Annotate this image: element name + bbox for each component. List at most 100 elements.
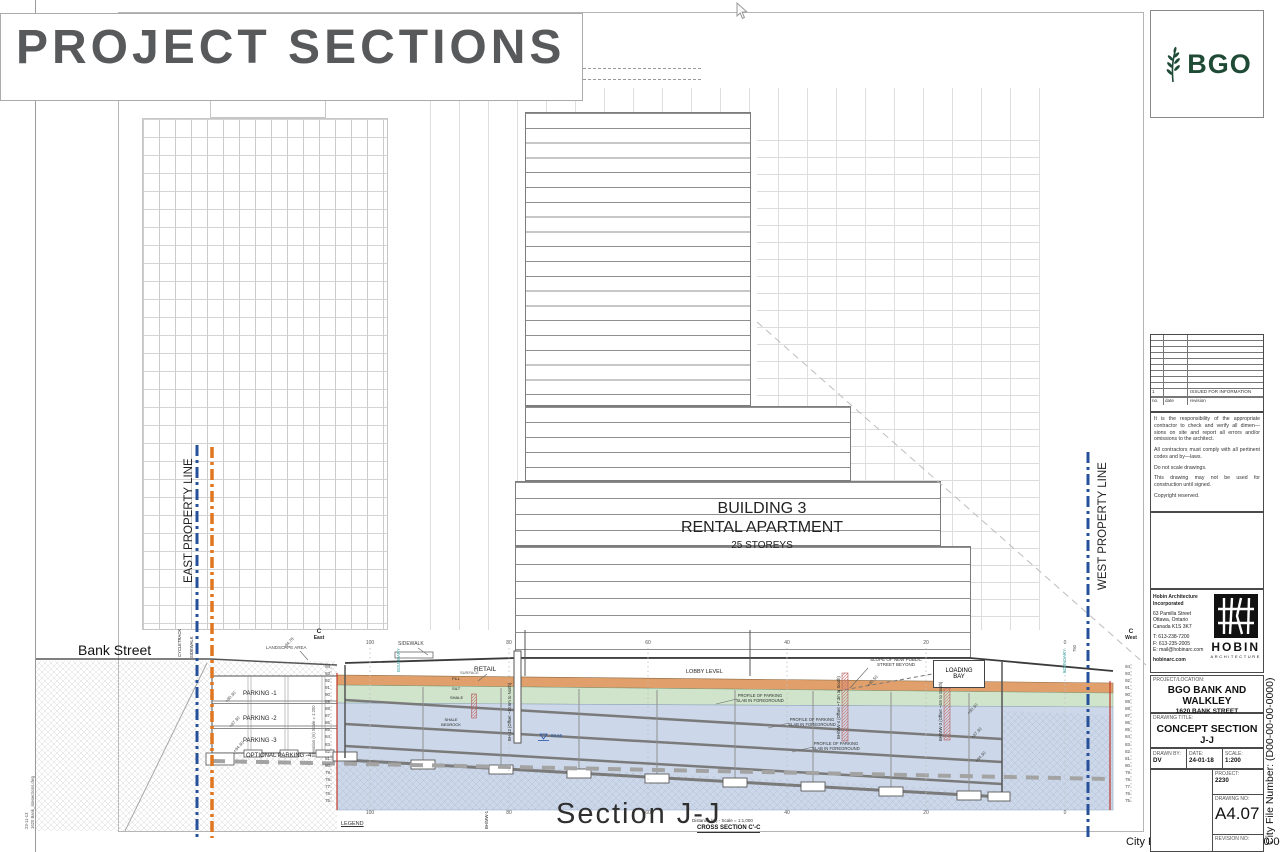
elevation-tick-label: 86 [1125,720,1130,726]
revision-empty-row [1151,371,1263,377]
profile-note-line1: PROFILE OF PARKING [813,741,859,746]
note-paragraph: All contractors must comply with all per… [1154,447,1260,460]
optional-parking-label: OPTIONAL PARKING -4 [246,753,312,759]
building3-use: RENTAL APARTMENT [680,518,844,536]
elevation-tick-label: 78 [1125,776,1130,782]
building3-tower [525,112,751,406]
drawing-number-cell: DRAWING NO: A4.07 [1213,795,1263,835]
building-grade-line [344,657,1114,672]
loading-bay-label-2: BAY [953,674,965,680]
parking-level-1-label: PARKING -1 [243,691,277,697]
grid-marker-letter: C [316,628,322,635]
project-name: BGO BANK AND WALKLEY [1167,685,1247,707]
landscape-area-label: LANDSCAPE AREA [266,645,307,650]
elevation-tick-label: 77 [1125,783,1130,789]
parking-level-2-label: PARKING -2 [243,716,277,722]
revision-row-1: 1 ISSUED FOR INFORMATION [1151,389,1263,397]
project-location-box: PROJECT/LOCATION: BGO BANK AND WALKLEY 1… [1150,675,1264,715]
east-property-line-label: EAST PROPERTY LINE [183,458,195,583]
elevation-tick-label: 84 [1125,734,1130,740]
lobby-level-label: LOBBY LEVEL [686,669,723,675]
elevation-tick-label: 86 [325,720,330,726]
elevation-tick-label: 83 [1125,741,1130,747]
scale-label: SCALE: [1225,751,1243,757]
soil-bedrock-line2: BEDROCK [441,721,461,727]
project-number-value: 2230 [1215,777,1229,784]
profile-slab-note-3: PROFILE OF PARKING SLAB IN FOREGROUND [798,741,874,752]
angular-plane-dashed [756,321,1147,666]
project-location-label: PROJECT/LOCATION: [1153,677,1205,683]
revision-date [1164,389,1188,396]
elevation-tick-label: 89 [1125,699,1130,705]
elevation-tick-label: 90 [1125,692,1130,698]
leader-lines [299,647,869,753]
profile-note-line1: PROFILE OF PARKING [737,693,783,698]
distance-tick-label: 100 [365,640,375,646]
surface-label-left: SURFACE [460,670,479,675]
distance-axis-label: Distance (m) - Scale = 1:1,000 [692,818,753,823]
revision-table: 1 ISSUED FOR INFORMATION no. date revisi… [1150,334,1264,412]
grid-marker-letter: C [1128,628,1134,635]
building3-base [515,546,971,658]
elevation-tick-label: 82 [1125,748,1130,754]
distance-tick-label: 40 [784,640,790,646]
drawing-title-box: DRAWING TITLE: CONCEPT SECTION J-J [1150,713,1264,748]
building3-label: BUILDING 3 RENTAL APARTMENT 25 STOREYS [637,500,887,552]
drawn-by-cell: DRAWN BY: DV [1151,749,1187,768]
grid-marker-east: C East [306,628,332,642]
elevation-tick-label: 93 [1125,671,1130,677]
sidewalk-label: SIDEWALK [398,641,424,647]
revision-description: ISSUED FOR INFORMATION [1190,389,1252,394]
hobin-logo-block: HOBIN ARCHITECTURE [1210,594,1261,668]
loading-bay-label-1: LOADING [945,668,973,674]
building3-podium-mid [515,481,941,546]
general-notes: It is the responsibility of the appropri… [1150,412,1264,512]
profile-note-line1: PROFILE OF PARKING [789,717,835,722]
soil-shale-label: SHALE [450,695,464,700]
hobin-logo-subtext: ARCHITECTURE [1210,654,1261,659]
architect-address-line: 63 Pamilla Street [1153,610,1192,617]
revision-number-label: REVISION NO: [1215,836,1250,842]
seal-box [1150,512,1264,589]
city-file-number-vertical: City File Number: (D00-00-00-0000) [1264,677,1276,845]
revision-empty-row [1151,377,1263,383]
distance-tick-label: 60 [645,810,651,816]
project-number-cell: PROJECT: 2230 [1213,770,1263,795]
soil-layers [336,674,1114,811]
note-paragraph: Do not scale drawings. [1154,464,1207,471]
drawing-title-label: DRAWING TITLE: [1153,715,1194,721]
revision-date-header: date [1164,398,1188,405]
elevation-tick-label: 94 [1125,664,1130,669]
boundary-label-west: BOUNDARY [1062,649,1067,673]
borehole-bh12-label: BH-12 (Offset ~10.6m to North) [507,682,512,741]
retail-label: RETAIL [474,666,497,673]
boundary-label-east: BOUNDARY [396,648,401,672]
elevation-tick-label: 79 [325,769,330,775]
elevation-tick-label: 80 [1125,762,1130,768]
elevation-tick-label: 87 [1125,713,1130,719]
architect-info: Hobin Architecture Incorporated 63 Pamil… [1153,594,1210,668]
distance-tick-label: 20 [923,810,929,816]
section-cut-red-lines [336,673,1111,810]
building3-podium-upper [525,406,851,481]
slope-street-note: SLOPE OF NEW PUBLIC STREET BEYOND [852,657,940,668]
soil-bedrock-label: SHALE BEDROCK [436,717,466,727]
parking-level-3-label: PARKING -3 [243,738,277,744]
architect-contact-line: F: 613-235-2005 [1153,640,1190,647]
bgo-logo-box: BGO [1150,10,1264,118]
drawing-number-label: DRAWING NO: [1215,796,1250,802]
revision-number-cell: REVISION NO: [1213,835,1263,851]
section-title: Section J-J [556,798,722,830]
grid-marker-direction: East [313,634,325,641]
elevation-tick-label: 75 [1125,797,1130,803]
elevation-tick-label: 94 [325,664,330,669]
scale-cell: SCALE: 1:200 [1223,749,1263,768]
architect-box: Hobin Architecture Incorporated 63 Pamil… [1150,589,1264,673]
slope-street-dashed [837,672,939,692]
revision-header-row: no. date revision [1151,397,1263,405]
plot-stamp-date: 23-11-13 [24,812,29,829]
elevation-tick-label: 85 [1125,727,1130,733]
elevation-tick-label: 88 [325,706,330,712]
drawing-title-line2: J-J [1200,735,1214,746]
